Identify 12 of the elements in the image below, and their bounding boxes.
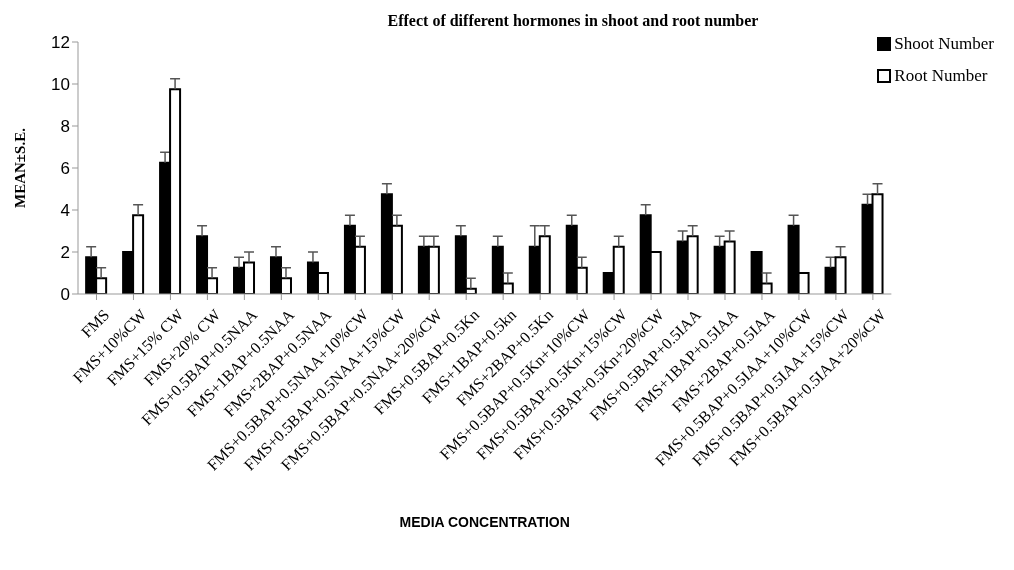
y-tick-label: 0 (60, 285, 70, 305)
y-axis-title: MEAN±S.E. (12, 127, 29, 208)
y-tick-label: 8 (60, 117, 70, 137)
y-tick-label: 12 (51, 33, 70, 53)
chart-title: Effect of different hormones in shoot and root number (386, 11, 760, 31)
y-tick-label: 6 (60, 159, 70, 179)
legend-label: Root Number (894, 66, 988, 86)
y-tick-label: 10 (51, 75, 70, 95)
y-tick-label: 2 (60, 243, 70, 263)
legend-label: Shoot Number (894, 34, 994, 54)
x-axis-title: MEDIA CONCENTRATION (399, 514, 570, 530)
y-tick-label: 4 (60, 201, 70, 221)
